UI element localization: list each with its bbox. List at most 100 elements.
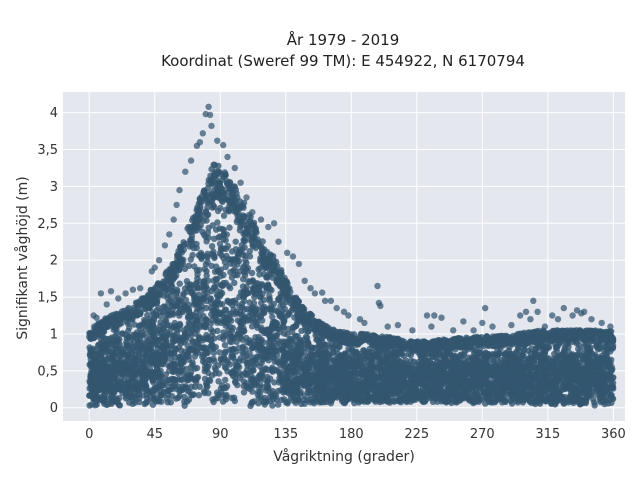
data-point [182,325,190,333]
data-point [171,337,178,345]
data-point [241,244,248,251]
data-point [219,226,226,233]
data-point [605,390,612,397]
data-point [145,369,152,376]
data-point [95,387,102,394]
data-point [482,349,489,356]
data-point [447,366,454,373]
data-point [223,231,230,238]
data-point [378,357,385,365]
data-point [196,266,203,274]
data-point [146,321,153,328]
data-point [202,284,209,291]
data-point [129,400,136,407]
data-point [250,362,258,369]
data-point [279,308,286,315]
data-point [232,271,239,278]
data-point [266,292,273,300]
data-point [88,401,95,408]
data-point [132,351,139,358]
data-points [86,103,617,410]
data-point [191,353,198,360]
data-point [130,344,137,352]
data-point [472,398,479,405]
chart-title: År 1979 - 2019 [287,30,400,49]
data-point [303,372,310,380]
data-point [203,335,210,342]
data-point [199,353,206,361]
data-point [290,397,297,405]
data-point [353,360,360,367]
data-point [240,276,247,283]
data-point [362,381,369,389]
data-point [216,349,223,356]
data-point [210,355,217,363]
data-point [395,397,402,405]
data-point [513,388,520,395]
data-point [254,391,261,398]
data-point [457,351,465,358]
data-point [258,359,265,367]
data-point [248,269,256,277]
data-point [88,385,96,392]
data-point [123,342,130,349]
data-point [205,376,213,384]
data-point [180,290,187,297]
data-point [257,338,265,345]
data-point [152,361,159,369]
data-point [406,389,414,396]
data-point [253,379,260,386]
data-point [124,379,132,387]
data-point [204,349,211,356]
data-point [219,282,226,290]
data-point [209,396,216,403]
data-point [275,359,282,366]
data-point [392,386,399,394]
data-point [164,294,171,301]
data-point [164,399,171,406]
data-point [213,226,220,233]
data-point [231,279,238,287]
data-point [347,387,355,395]
data-point [228,298,235,305]
data-point [601,400,608,408]
data-point [216,334,223,341]
data-point [385,396,392,404]
data-point [591,399,598,406]
data-point [583,395,590,402]
data-point [222,237,229,244]
data-point [201,363,209,371]
data-point [152,384,159,392]
data-point [280,389,287,396]
data-point [269,402,276,409]
data-point [498,386,505,393]
data-point [228,353,235,360]
data-point [188,383,195,390]
data-point [529,358,537,365]
data-point [178,376,185,384]
data-point [169,306,176,313]
data-point [301,363,308,370]
data-point [222,245,230,252]
data-point [131,321,138,328]
data-point [144,395,151,402]
data-point [185,262,193,269]
data-point [218,389,225,396]
data-point [214,319,221,326]
data-point [160,381,167,388]
data-point [215,234,222,241]
data-point [277,303,284,310]
data-point [217,204,224,212]
data-point [101,400,108,407]
data-point [312,381,319,388]
data-point [242,289,250,297]
data-point [217,355,224,362]
data-point [231,397,238,405]
data-point [212,366,219,374]
data-point [610,374,617,381]
data-point [198,252,205,260]
data-point [176,387,184,394]
data-point [86,352,94,359]
